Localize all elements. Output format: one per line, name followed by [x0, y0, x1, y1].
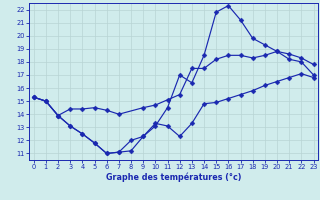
X-axis label: Graphe des températures (°c): Graphe des températures (°c): [106, 173, 241, 182]
